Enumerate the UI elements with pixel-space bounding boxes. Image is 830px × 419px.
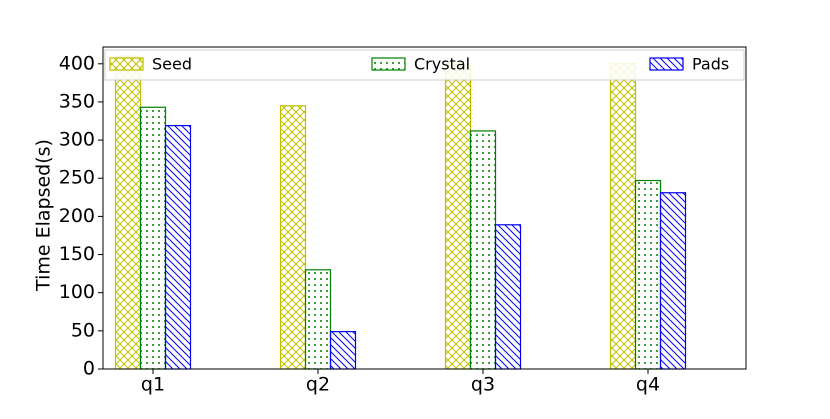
bar xyxy=(304,269,332,370)
legend-box xyxy=(104,49,745,81)
y-tick-label: 350 xyxy=(59,90,95,112)
y-tick-label: 250 xyxy=(59,167,95,189)
y-tick-label: 100 xyxy=(59,281,95,303)
plot-frame xyxy=(102,46,747,370)
y-axis-label: Time Elapsed(s) xyxy=(33,139,55,292)
bar xyxy=(469,130,497,370)
bar xyxy=(609,63,637,370)
y-tick-label: 0 xyxy=(83,358,95,380)
legend-label: Pads xyxy=(692,55,729,74)
x-tick-label: q4 xyxy=(636,374,660,396)
y-tick-label: 50 xyxy=(71,319,95,341)
legend-label: Seed xyxy=(152,55,192,74)
bar xyxy=(659,192,687,370)
bar xyxy=(139,106,167,370)
legend-swatch xyxy=(109,57,144,71)
y-tick-label: 200 xyxy=(59,205,95,227)
legend-swatch xyxy=(371,57,406,71)
legend-swatch xyxy=(649,57,684,71)
y-tick-label: 300 xyxy=(59,129,95,151)
y-tick-label: 400 xyxy=(59,52,95,74)
bar xyxy=(494,224,522,370)
x-tick-label: q1 xyxy=(141,374,165,396)
bar xyxy=(329,331,357,370)
x-tick-label: q3 xyxy=(471,374,495,396)
x-tick-label: q2 xyxy=(306,374,330,396)
bar xyxy=(444,63,472,370)
bar xyxy=(164,124,192,370)
bar xyxy=(114,55,142,370)
bar xyxy=(279,105,307,370)
y-tick-label: 150 xyxy=(59,243,95,265)
bar xyxy=(634,179,662,370)
legend-label: Crystal xyxy=(414,55,470,74)
